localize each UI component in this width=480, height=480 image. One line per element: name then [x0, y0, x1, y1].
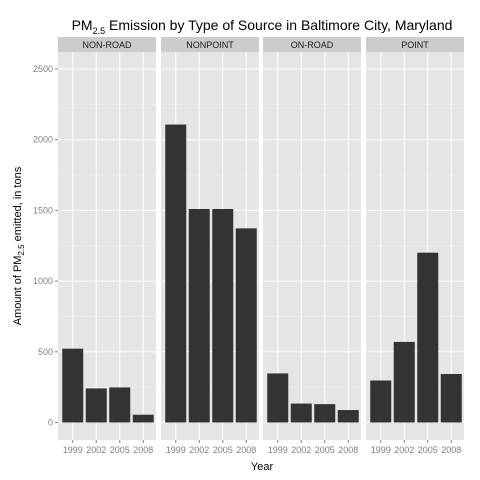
x-tick-label: 2008: [236, 445, 256, 455]
bar-point-2008: [440, 373, 462, 423]
x-axis-title: Year: [251, 461, 274, 473]
x-tick-label: 1999: [63, 445, 83, 455]
x-tick-label: 2002: [394, 445, 414, 455]
y-axis: 0 500 1000 1500 2000 2500: [33, 64, 58, 428]
x-tick-label: 2008: [338, 445, 358, 455]
facet-point: POINT 1999 2002 2005 2008: [366, 37, 464, 455]
y-tick-label: 0: [48, 418, 53, 428]
chart-title: PM2.5 Emission by Type of Source in Balt…: [72, 17, 453, 36]
bar-nonpoint-1999: [165, 124, 187, 423]
x-tick-label: 2002: [189, 445, 209, 455]
bar-on-road-2008: [337, 410, 359, 423]
bar-nonpoint-2008: [235, 228, 257, 423]
facet-strip: [263, 37, 361, 52]
bar-nonpoint-2005: [212, 208, 234, 423]
bar-non-road-2002: [85, 388, 107, 423]
bar-on-road-1999: [267, 373, 289, 423]
facet-strip-label: POINT: [401, 40, 429, 50]
bar-point-1999: [370, 380, 392, 423]
y-tick-label: 2000: [33, 135, 53, 145]
bar-on-road-2005: [314, 404, 336, 423]
y-tick-label: 2500: [33, 64, 53, 74]
bar-non-road-2005: [109, 387, 131, 423]
x-tick-label: 2005: [213, 445, 233, 455]
y-tick-label: 500: [38, 347, 53, 357]
x-tick-label: 2005: [110, 445, 130, 455]
facet-strip: [161, 37, 259, 52]
facet-strip-label: ON-ROAD: [291, 40, 334, 50]
x-tick-label: 2002: [291, 445, 311, 455]
x-tick-label: 1999: [268, 445, 288, 455]
x-tick-label: 2005: [315, 445, 335, 455]
bar-non-road-2008: [132, 414, 154, 423]
bar-point-2002: [393, 341, 415, 423]
y-tick-label: 1000: [33, 276, 53, 286]
bar-on-road-2002: [290, 403, 312, 423]
facet-nonpoint: NONPOINT 1999 2002 2005 2008: [161, 37, 259, 455]
x-tick-label: 2008: [441, 445, 461, 455]
facet-strip-label: NONPOINT: [186, 40, 234, 50]
x-tick-label: 2005: [418, 445, 438, 455]
bar-point-2005: [417, 252, 439, 423]
x-tick-label: 2002: [86, 445, 106, 455]
bar-nonpoint-2002: [188, 208, 210, 423]
facet-strip: [366, 37, 464, 52]
x-tick-label: 1999: [371, 445, 391, 455]
facet-strip-label: NON-ROAD: [83, 40, 132, 50]
x-tick-label: 1999: [166, 445, 186, 455]
x-tick-label: 2008: [133, 445, 153, 455]
facet-non-road: NON-ROAD 1999 2002 2005 2008: [58, 37, 156, 455]
y-axis-title: Amount of PM2.5 emitted, in tons: [12, 166, 26, 325]
bar-non-road-1999: [62, 348, 84, 423]
facet-on-road: ON-ROAD 1999 2002 2005 2008: [263, 37, 361, 455]
facet-strip: [58, 37, 156, 52]
y-tick-label: 1500: [33, 205, 53, 215]
